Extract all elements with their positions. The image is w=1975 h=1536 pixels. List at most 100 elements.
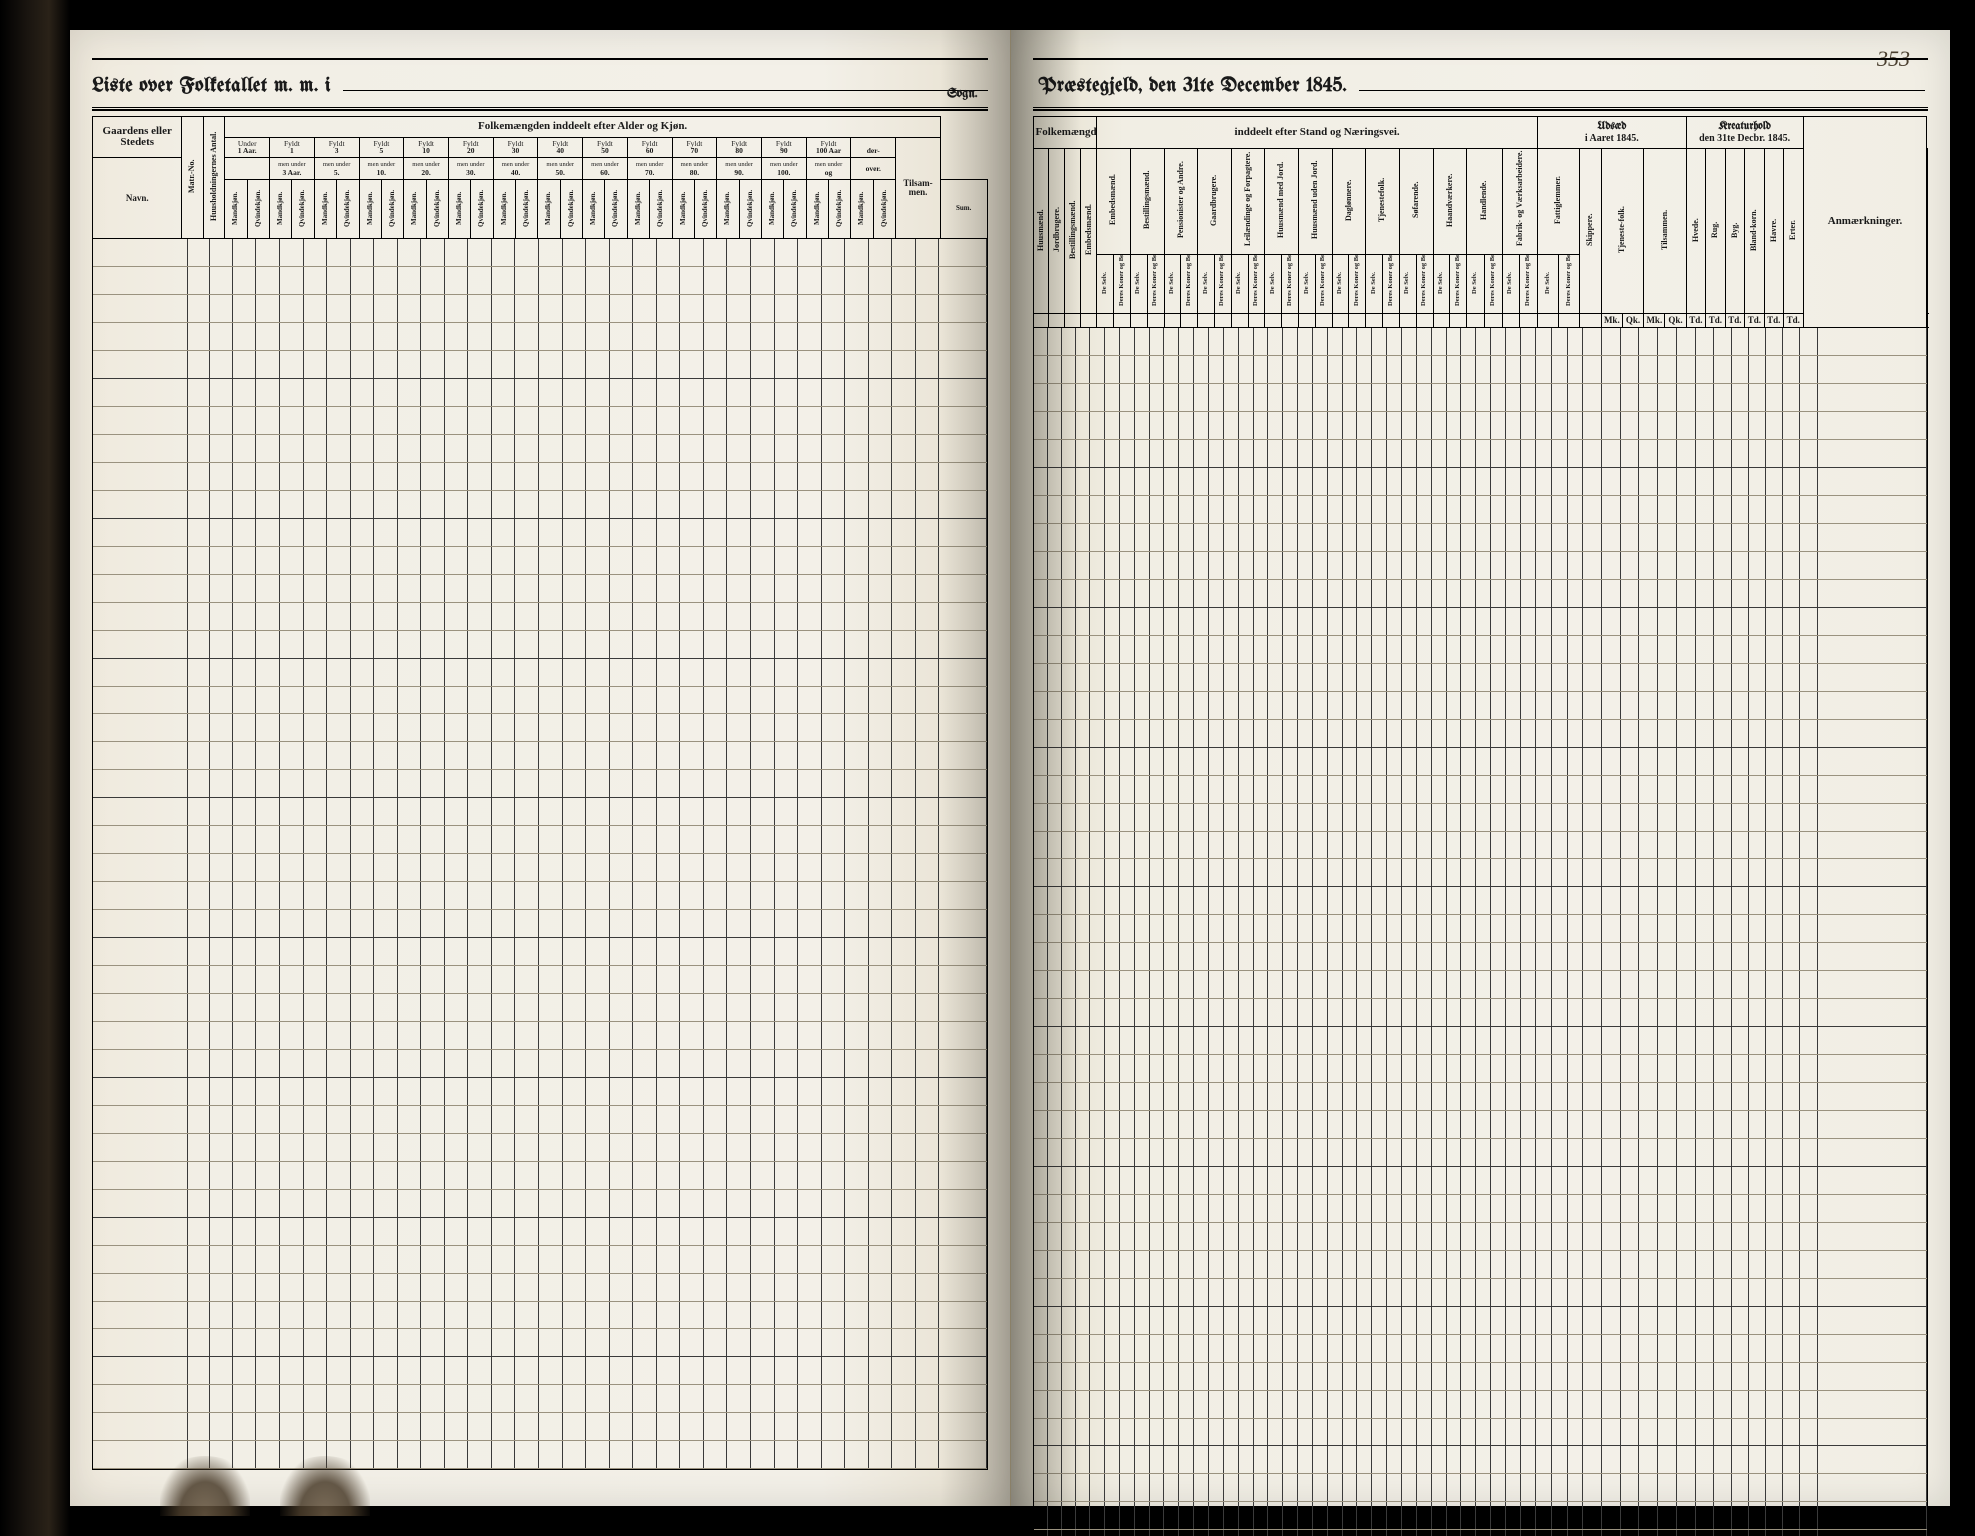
grid-cell xyxy=(539,1273,563,1301)
grid-cell xyxy=(1253,607,1268,635)
grid-cell xyxy=(1583,440,1602,468)
grid-cell xyxy=(1342,663,1357,691)
grid-cell xyxy=(1461,1306,1476,1334)
grid-cell xyxy=(1520,579,1536,607)
grid-cell xyxy=(1134,943,1149,971)
grid-cell xyxy=(280,267,304,295)
grid-cell xyxy=(1401,803,1416,831)
grid-cell xyxy=(397,1021,421,1049)
grid-cell xyxy=(1639,551,1658,579)
grid-cell xyxy=(1731,1166,1748,1194)
grid-cell xyxy=(1342,915,1357,943)
grid-cell xyxy=(1342,1222,1357,1250)
grid-cell xyxy=(1164,496,1179,524)
grid-cell xyxy=(1209,943,1224,971)
grid-cell xyxy=(1209,328,1224,355)
grid-cell xyxy=(187,574,210,602)
grid-cell xyxy=(1327,607,1342,635)
grid-cell xyxy=(1238,1222,1253,1250)
grid-cell xyxy=(1209,1166,1224,1194)
unit-td: Td. xyxy=(1784,313,1803,327)
grid-cell xyxy=(939,1105,986,1133)
grid-cell xyxy=(421,518,445,546)
grid-cell xyxy=(1583,1139,1602,1167)
grid-cell xyxy=(939,462,986,490)
grid-cell xyxy=(1387,943,1402,971)
grid-cell xyxy=(703,1329,727,1357)
grid-cell xyxy=(1268,1222,1283,1250)
grid-cell xyxy=(1676,1418,1695,1446)
grid-cell xyxy=(1090,635,1105,663)
grid-cell xyxy=(210,1105,233,1133)
grid-cell xyxy=(609,994,633,1022)
grid-cell xyxy=(491,462,515,490)
grid-cell xyxy=(633,1273,657,1301)
grid-cell xyxy=(1283,663,1298,691)
grid-cell xyxy=(633,938,657,966)
grid-cell xyxy=(1461,607,1476,635)
grid-cell xyxy=(1357,859,1372,887)
grid-cell xyxy=(1783,1530,1800,1536)
grid-cell xyxy=(1034,524,1048,552)
grid-cell xyxy=(1676,607,1695,635)
grid-cell xyxy=(421,1329,445,1357)
grid-cell xyxy=(1714,607,1731,635)
grid-cell xyxy=(1416,356,1431,384)
grid-cell xyxy=(1223,1222,1238,1250)
grid-cell xyxy=(1105,607,1120,635)
grid-cell xyxy=(656,1021,680,1049)
grid-cell xyxy=(1695,831,1714,859)
grid-cell xyxy=(868,295,892,323)
grid-cell xyxy=(1134,412,1149,440)
grid-cell xyxy=(1387,551,1402,579)
grid-cell xyxy=(1583,943,1602,971)
grid-cell xyxy=(633,854,657,882)
grid-cell xyxy=(468,518,492,546)
grid-cell xyxy=(327,1217,351,1245)
grid-cell xyxy=(609,239,633,266)
thumb-shadow xyxy=(160,1456,250,1516)
grid-cell xyxy=(1179,887,1194,915)
grid-cell xyxy=(303,351,327,379)
grid-cell xyxy=(1461,356,1476,384)
grid-cell xyxy=(1298,1306,1313,1334)
grid-cell xyxy=(1298,915,1313,943)
grid-cell xyxy=(1601,1250,1620,1278)
grid-cell xyxy=(1164,1306,1179,1334)
grid-cell xyxy=(656,742,680,770)
grid-row xyxy=(1034,1027,1927,1055)
grid-cell xyxy=(1748,1390,1765,1418)
unit-blank xyxy=(1081,313,1097,327)
grid-cell xyxy=(303,1301,327,1329)
grid-cell xyxy=(680,770,704,798)
grid-cell xyxy=(187,546,210,574)
grid-cell xyxy=(1491,719,1506,747)
grid-cell xyxy=(821,518,845,546)
grid-cell xyxy=(939,1385,986,1413)
grid-cell xyxy=(1076,775,1090,803)
grid-cell xyxy=(1583,1334,1602,1362)
grid-cell xyxy=(210,574,233,602)
grid-cell xyxy=(1520,1390,1536,1418)
grid-cell xyxy=(1583,971,1602,999)
grid-cell xyxy=(586,1105,610,1133)
col-antal: Huusholdningernes Antal. xyxy=(203,117,224,239)
grid-cell xyxy=(303,910,327,938)
grid-cell xyxy=(1658,1166,1677,1194)
grid-cell xyxy=(187,1385,210,1413)
grid-cell xyxy=(1298,1278,1313,1306)
grid-cell xyxy=(1149,1334,1164,1362)
grid-cell xyxy=(821,994,845,1022)
grid-cell xyxy=(1536,831,1552,859)
grid-cell xyxy=(1676,1306,1695,1334)
grid-cell xyxy=(680,1441,704,1469)
grid-cell xyxy=(1194,1502,1209,1530)
grid-cell xyxy=(562,379,586,407)
grid-row xyxy=(1034,831,1927,859)
grid-cell xyxy=(187,1217,210,1245)
grid-cell xyxy=(1567,803,1583,831)
grid-cell xyxy=(1105,1111,1120,1139)
grid-cell xyxy=(350,602,374,630)
grid-cell xyxy=(1164,1055,1179,1083)
grid-cell xyxy=(1676,1055,1695,1083)
